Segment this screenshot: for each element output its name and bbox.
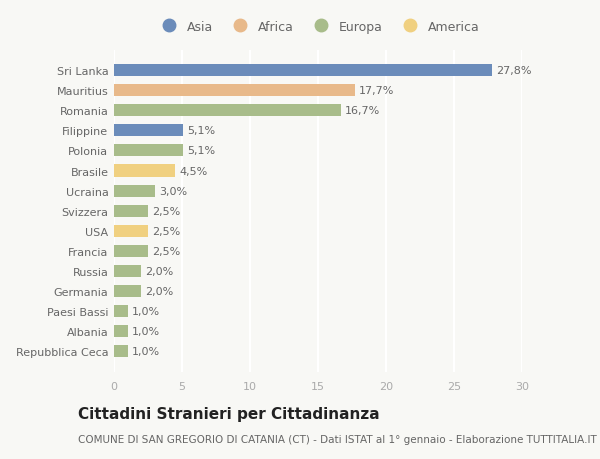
Bar <box>114 345 128 357</box>
Bar <box>114 305 128 317</box>
Bar <box>114 85 355 97</box>
Text: 17,7%: 17,7% <box>359 86 394 96</box>
Text: 2,5%: 2,5% <box>152 246 181 256</box>
Text: 5,1%: 5,1% <box>187 126 215 136</box>
Text: 16,7%: 16,7% <box>345 106 380 116</box>
Text: 2,5%: 2,5% <box>152 226 181 236</box>
Text: 4,5%: 4,5% <box>179 166 208 176</box>
Bar <box>114 285 141 297</box>
Text: 2,5%: 2,5% <box>152 206 181 216</box>
Bar <box>114 205 148 217</box>
Bar <box>114 265 141 277</box>
Text: 27,8%: 27,8% <box>496 66 532 76</box>
Text: 5,1%: 5,1% <box>187 146 215 156</box>
Bar <box>114 125 184 137</box>
Bar <box>114 225 148 237</box>
Text: 3,0%: 3,0% <box>159 186 187 196</box>
Text: 1,0%: 1,0% <box>131 306 160 316</box>
Text: 1,0%: 1,0% <box>131 326 160 336</box>
Bar <box>114 325 128 337</box>
Text: COMUNE DI SAN GREGORIO DI CATANIA (CT) - Dati ISTAT al 1° gennaio - Elaborazione: COMUNE DI SAN GREGORIO DI CATANIA (CT) -… <box>78 434 597 444</box>
Bar <box>114 105 341 117</box>
Bar <box>114 185 155 197</box>
Bar <box>114 245 148 257</box>
Bar <box>114 65 492 77</box>
Text: 2,0%: 2,0% <box>145 286 173 296</box>
Legend: Asia, Africa, Europa, America: Asia, Africa, Europa, America <box>154 18 482 36</box>
Text: 2,0%: 2,0% <box>145 266 173 276</box>
Text: 1,0%: 1,0% <box>131 346 160 356</box>
Text: Cittadini Stranieri per Cittadinanza: Cittadini Stranieri per Cittadinanza <box>78 406 380 421</box>
Bar <box>114 145 184 157</box>
Bar <box>114 165 175 177</box>
